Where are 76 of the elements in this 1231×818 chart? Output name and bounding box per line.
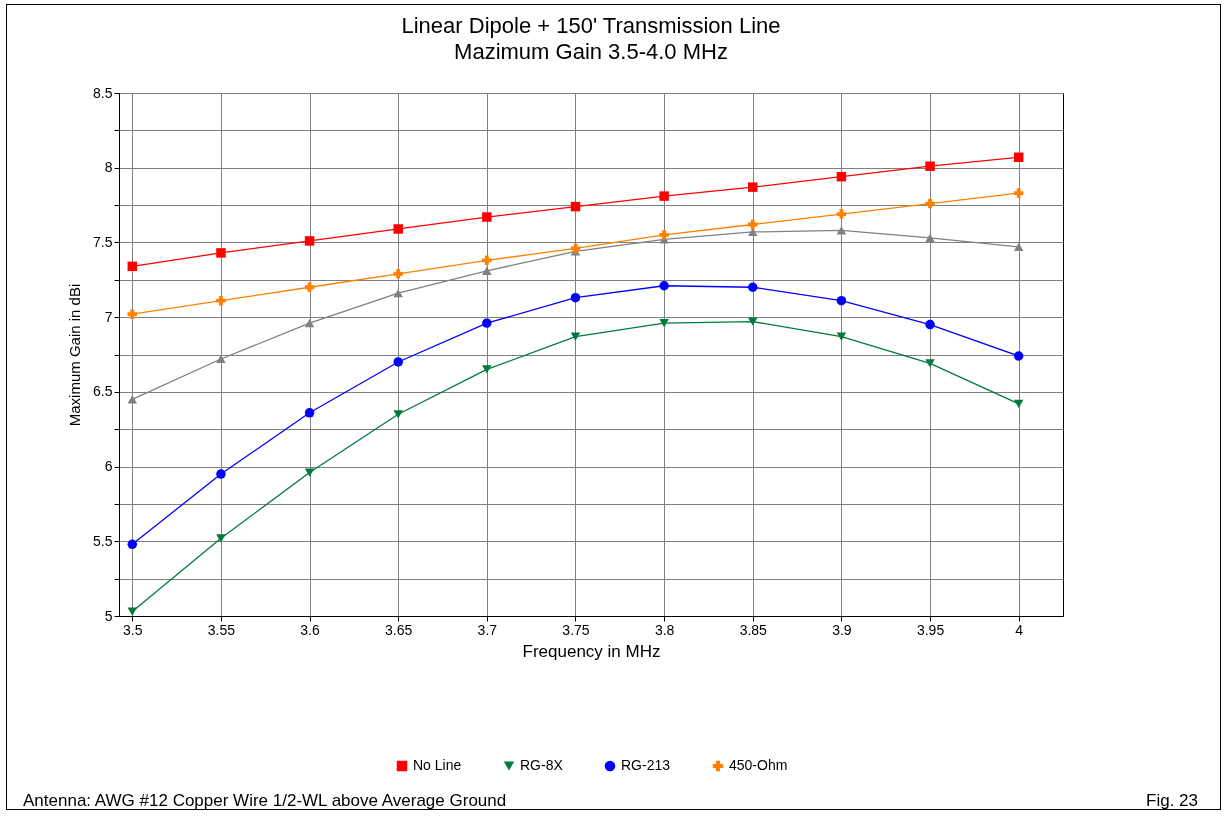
point bbox=[1013, 399, 1024, 408]
caption: Fig. 23 bbox=[1146, 791, 1198, 811]
point bbox=[304, 236, 315, 246]
x-tick-label: 3.85 bbox=[739, 621, 768, 638]
point bbox=[127, 539, 138, 550]
point bbox=[482, 212, 492, 222]
legend-label: RG-213 bbox=[621, 757, 671, 773]
point bbox=[216, 534, 226, 543]
point bbox=[836, 226, 847, 235]
x-axis-title: Frequency in MHz bbox=[522, 641, 661, 661]
point bbox=[482, 318, 492, 328]
legend-label: RG-8X bbox=[520, 757, 564, 773]
x-tick-label: 3.6 bbox=[300, 621, 321, 638]
point bbox=[216, 248, 226, 258]
point bbox=[570, 292, 581, 303]
point bbox=[659, 230, 669, 240]
legend-label: 450-Ohm bbox=[729, 757, 788, 773]
point bbox=[836, 332, 847, 341]
point bbox=[836, 209, 847, 219]
point bbox=[925, 359, 935, 368]
point bbox=[925, 198, 935, 209]
chart-subtitle: Mazimum Gain 3.5-4.0 MHz bbox=[454, 39, 728, 64]
y-tick-label: 8.5 bbox=[93, 84, 113, 101]
y-tick-label: 7.5 bbox=[93, 233, 113, 250]
point bbox=[393, 224, 403, 234]
point bbox=[836, 171, 847, 182]
point bbox=[216, 295, 226, 306]
y-tick-label: 6 bbox=[104, 458, 113, 475]
x-tick-label: 4 bbox=[1015, 621, 1024, 638]
point bbox=[127, 261, 138, 272]
x-tick-label: 3.8 bbox=[654, 621, 675, 638]
point bbox=[216, 469, 226, 479]
y-tick-label: 6.5 bbox=[93, 383, 113, 400]
point bbox=[748, 182, 758, 192]
point bbox=[1013, 242, 1024, 252]
point bbox=[748, 282, 758, 292]
y-tick-label: 5.5 bbox=[93, 532, 113, 549]
x-tick-label: 3.9 bbox=[832, 621, 852, 638]
point bbox=[304, 408, 315, 418]
point bbox=[304, 468, 315, 477]
x-tick-label: 3.5 bbox=[123, 621, 143, 638]
point bbox=[482, 266, 492, 275]
point bbox=[127, 607, 138, 616]
x-tick-label: 3.95 bbox=[916, 621, 945, 638]
point bbox=[836, 295, 847, 306]
point bbox=[925, 161, 935, 171]
point bbox=[748, 219, 758, 230]
point bbox=[659, 281, 669, 291]
point bbox=[1013, 152, 1024, 162]
point bbox=[304, 319, 315, 328]
x-tick-label: 3.7 bbox=[477, 621, 498, 638]
point bbox=[482, 365, 492, 374]
y-tick-label: 5 bbox=[104, 607, 113, 624]
point bbox=[393, 289, 403, 298]
point bbox=[393, 410, 403, 419]
x-tick-label: 3.55 bbox=[207, 621, 236, 638]
point bbox=[659, 319, 669, 328]
text: Antenna: AWG #12 Copper Wire 1/2-WL above Average Ground bbox=[23, 791, 507, 811]
point bbox=[570, 201, 581, 212]
y-tick-label: 8 bbox=[104, 159, 113, 176]
point bbox=[659, 191, 669, 201]
y-tick-label: 7 bbox=[104, 308, 113, 325]
point bbox=[925, 319, 935, 330]
point bbox=[127, 309, 138, 319]
point bbox=[393, 357, 403, 367]
y-axis-title: Maximum Gain in dBi bbox=[66, 283, 84, 427]
x-tick-label: 3.65 bbox=[385, 621, 413, 638]
chart-title: Linear Dipole + 150' Transmission Line bbox=[401, 13, 781, 38]
point bbox=[482, 255, 492, 266]
point bbox=[1013, 188, 1024, 198]
legend-label: No Line bbox=[413, 757, 462, 773]
point bbox=[570, 332, 581, 341]
x-tick-label: 3.75 bbox=[562, 621, 590, 638]
point bbox=[1013, 351, 1024, 361]
point bbox=[925, 233, 935, 243]
point bbox=[393, 269, 403, 279]
